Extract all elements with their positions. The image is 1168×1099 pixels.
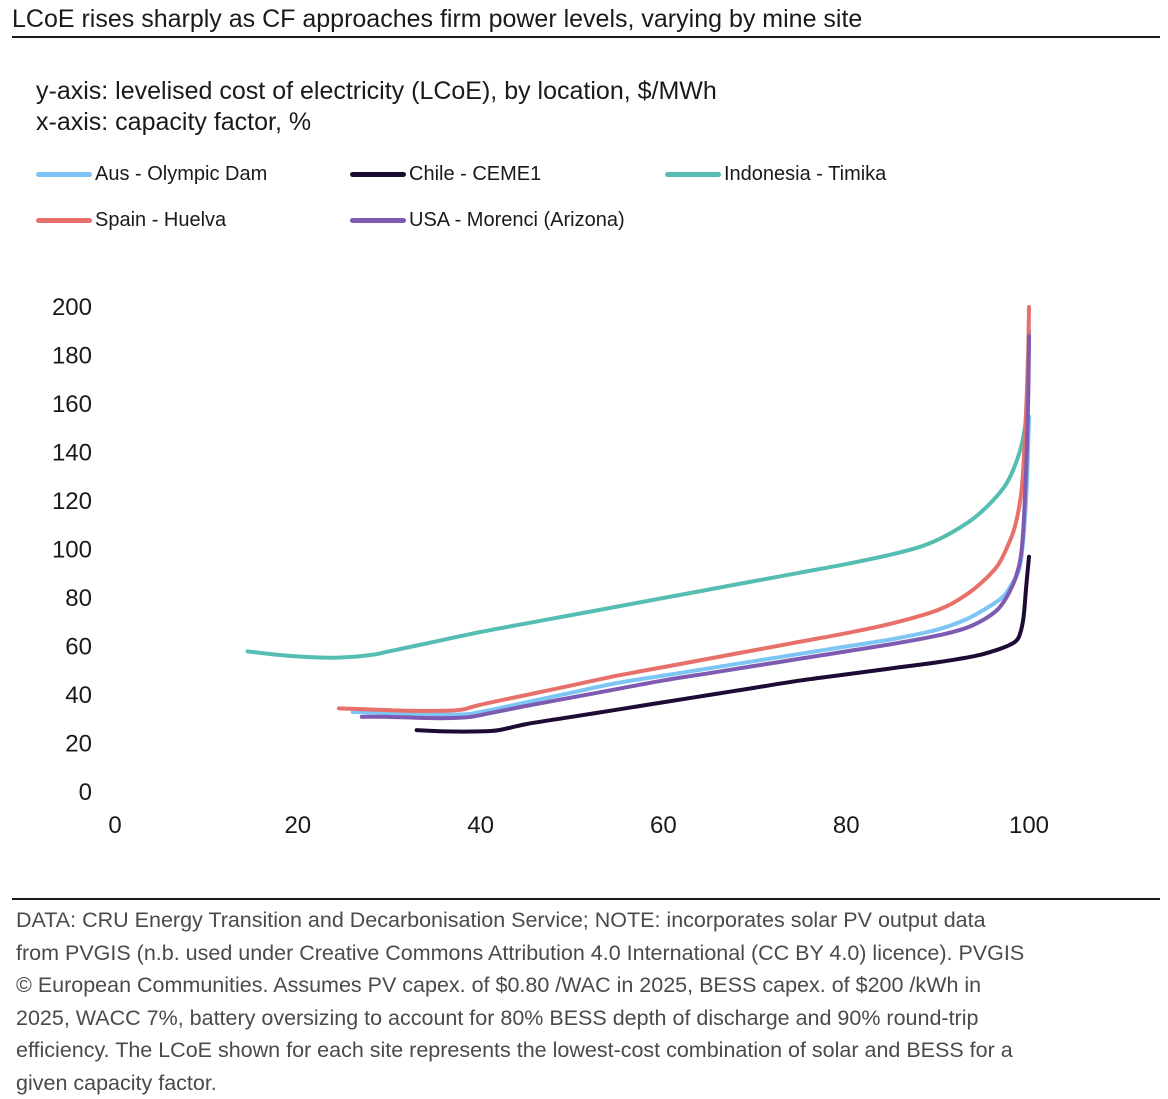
series-line-aus bbox=[350, 414, 1031, 717]
y-tick-label: 120 bbox=[52, 488, 92, 515]
x-tick-label: 40 bbox=[467, 812, 494, 839]
source-note-line: © European Communities. Assumes PV capex… bbox=[16, 973, 982, 997]
y-tick-label: 140 bbox=[52, 440, 92, 467]
y-tick-label: 160 bbox=[52, 391, 92, 418]
source-note: DATA: CRU Energy Transition and Decarbon… bbox=[16, 904, 1156, 1099]
y-tick-label: 20 bbox=[65, 731, 92, 758]
legend-label-usa: USA - Morenci (Arizona) bbox=[409, 208, 625, 231]
legend-item-indonesia: Indonesia - Timika bbox=[665, 162, 886, 186]
y-tick-label: 60 bbox=[65, 634, 92, 661]
legend-item-aus: Aus - Olympic Dam bbox=[36, 162, 267, 186]
source-note-line: efficiency. The LCoE shown for each site… bbox=[16, 1038, 1013, 1062]
source-note-line: given capacity factor. bbox=[16, 1070, 217, 1095]
series-line-usa bbox=[359, 334, 1031, 721]
y-tick-label: 40 bbox=[65, 682, 92, 709]
legend-label-aus: Aus - Olympic Dam bbox=[95, 162, 268, 185]
y-tick-label: 200 bbox=[52, 294, 92, 321]
legend-swatch-chile bbox=[350, 171, 406, 177]
legend-label-spain: Spain - Huelva bbox=[95, 208, 227, 231]
legend-swatch-spain bbox=[36, 217, 92, 223]
series-line-spain bbox=[336, 305, 1031, 713]
legend-swatch-aus bbox=[36, 171, 92, 177]
legend-label-indonesia: Indonesia - Timika bbox=[724, 162, 887, 185]
legend-item-chile: Chile - CEME1 bbox=[350, 162, 541, 186]
x-axis-description: x-axis: capacity factor, % bbox=[36, 108, 312, 136]
y-tick-label: 100 bbox=[52, 537, 92, 564]
series-line-chile bbox=[414, 554, 1031, 734]
x-tick-label: 20 bbox=[284, 812, 311, 839]
chart-title: LCoE rises sharply as CF approaches firm… bbox=[12, 5, 863, 33]
source-note-line: 2025, WACC 7%, battery oversizing to acc… bbox=[16, 1005, 979, 1030]
y-tick-label: 180 bbox=[52, 343, 92, 370]
x-tick-label: 80 bbox=[833, 812, 860, 839]
x-tick-label: 60 bbox=[650, 812, 677, 839]
x-tick-label: 100 bbox=[1009, 812, 1049, 839]
legend-label-chile: Chile - CEME1 bbox=[409, 162, 542, 185]
y-tick-label: 80 bbox=[65, 585, 92, 612]
series-line-indonesia bbox=[245, 329, 1031, 660]
source-note-line: DATA: CRU Energy Transition and Decarbon… bbox=[16, 908, 986, 932]
y-tick-label: 0 bbox=[79, 779, 92, 806]
footer-divider bbox=[12, 898, 1160, 900]
title-divider bbox=[12, 36, 1160, 38]
legend-swatch-usa bbox=[350, 217, 406, 223]
legend-swatch-indonesia bbox=[665, 171, 721, 177]
source-note-line: from PVGIS (n.b. used under Creative Com… bbox=[16, 940, 1025, 965]
line-chart: 0 20 40 60 80 100 120 140 160 180 200 0 20 40 60 80 100 bbox=[52, 294, 1049, 839]
x-tick-label: 0 bbox=[108, 812, 121, 839]
legend-item-spain: Spain - Huelva bbox=[36, 208, 226, 232]
legend-item-usa: USA - Morenci (Arizona) bbox=[350, 208, 625, 232]
y-axis-description: y-axis: levelised cost of electricity (L… bbox=[36, 77, 717, 105]
